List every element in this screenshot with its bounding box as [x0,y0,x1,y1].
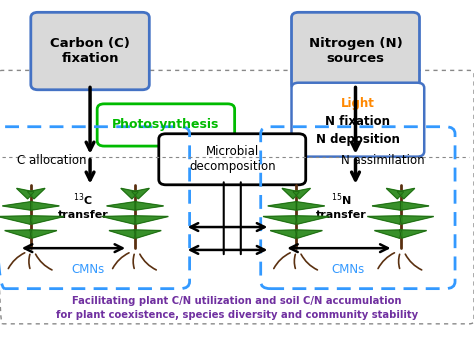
Text: CMNs: CMNs [332,263,365,276]
FancyBboxPatch shape [31,12,149,90]
Polygon shape [295,216,329,224]
Polygon shape [102,216,136,224]
Polygon shape [132,188,149,199]
Polygon shape [30,216,64,224]
Polygon shape [134,216,168,224]
Polygon shape [30,230,57,238]
Polygon shape [17,188,34,199]
Polygon shape [27,188,45,199]
Polygon shape [296,202,325,210]
Polygon shape [401,202,429,210]
Polygon shape [372,202,401,210]
Polygon shape [282,188,300,199]
Text: Carbon (C)
fixation: Carbon (C) fixation [50,37,130,65]
Text: $^{15}$N
transfer: $^{15}$N transfer [316,192,367,220]
Text: Microbial
decomposition: Microbial decomposition [189,145,275,173]
FancyBboxPatch shape [292,83,424,157]
Polygon shape [367,216,401,224]
Polygon shape [397,188,415,199]
Polygon shape [5,230,32,238]
Polygon shape [2,202,31,210]
Polygon shape [386,188,404,199]
Text: N deposition: N deposition [316,133,400,146]
Text: Photosynthesis: Photosynthesis [112,119,219,131]
Polygon shape [374,230,401,238]
Polygon shape [268,202,296,210]
Polygon shape [295,230,322,238]
Text: Facilitating plant C/N utilization and soil C/N accumulation: Facilitating plant C/N utilization and s… [72,296,402,306]
Polygon shape [293,188,310,199]
Text: for plant coexistence, species diversity and community stability: for plant coexistence, species diversity… [56,310,418,320]
Polygon shape [107,202,135,210]
Polygon shape [31,202,59,210]
Polygon shape [109,230,136,238]
Text: N assimilation: N assimilation [341,154,425,166]
Text: C allocation: C allocation [17,154,86,166]
Polygon shape [270,230,297,238]
Polygon shape [263,216,297,224]
FancyBboxPatch shape [97,104,235,146]
Polygon shape [121,188,138,199]
Polygon shape [400,216,434,224]
Text: CMNs: CMNs [71,263,104,276]
Text: Nitrogen (N)
sources: Nitrogen (N) sources [309,37,402,65]
Polygon shape [0,216,32,224]
Polygon shape [400,230,427,238]
Text: Light: Light [341,97,375,110]
Text: $^{13}$C
transfer: $^{13}$C transfer [57,192,109,220]
Polygon shape [134,230,161,238]
Polygon shape [135,202,164,210]
FancyBboxPatch shape [292,12,419,90]
FancyBboxPatch shape [159,134,306,185]
Text: N fixation: N fixation [325,115,391,128]
